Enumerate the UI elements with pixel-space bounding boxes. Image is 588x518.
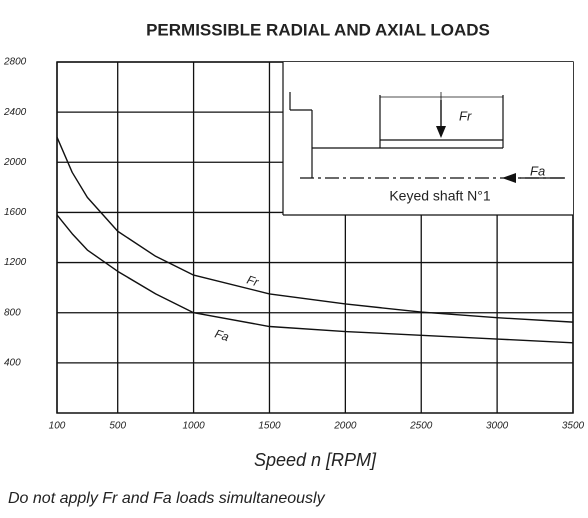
x-tick-label: 3500: [562, 421, 585, 432]
x-tick-label: 1500: [258, 421, 281, 432]
x-tick-label: 2500: [409, 421, 433, 432]
y-tick-label: 2400: [3, 107, 27, 118]
inset-label: Fa: [530, 163, 545, 178]
inset-box: [283, 62, 573, 215]
line-series: [56, 214, 574, 344]
y-tick-label: 800: [4, 307, 21, 318]
inset-label: Fr: [459, 108, 472, 123]
y-tick-label: 400: [4, 357, 21, 368]
x-tick-label: 500: [109, 421, 126, 432]
y-tick-label: 2000: [3, 157, 27, 168]
y-tick-label: 1200: [4, 257, 27, 268]
inset-caption: Keyed shaft N°1: [389, 188, 491, 204]
chart-title: PERMISSIBLE RADIAL AND AXIAL LOADS: [146, 20, 490, 39]
y-tick-label: 1600: [4, 207, 27, 218]
x-tick-label: 3000: [486, 421, 509, 432]
inset-arrow: [502, 173, 516, 183]
x-axis-label: Speed n [RPM]: [254, 450, 377, 470]
inset-arrow: [436, 126, 446, 138]
x-tick-label: 2000: [333, 421, 357, 432]
x-tick-label: 1000: [182, 421, 205, 432]
series-label: Fr: [245, 273, 261, 290]
y-tick-label: 2800: [3, 57, 27, 68]
series-label: Fa: [213, 327, 231, 345]
x-tick-label: 100: [49, 421, 66, 432]
line-series: [56, 136, 574, 323]
footnote: Do not apply Fr and Fa loads simultaneou…: [8, 490, 326, 507]
